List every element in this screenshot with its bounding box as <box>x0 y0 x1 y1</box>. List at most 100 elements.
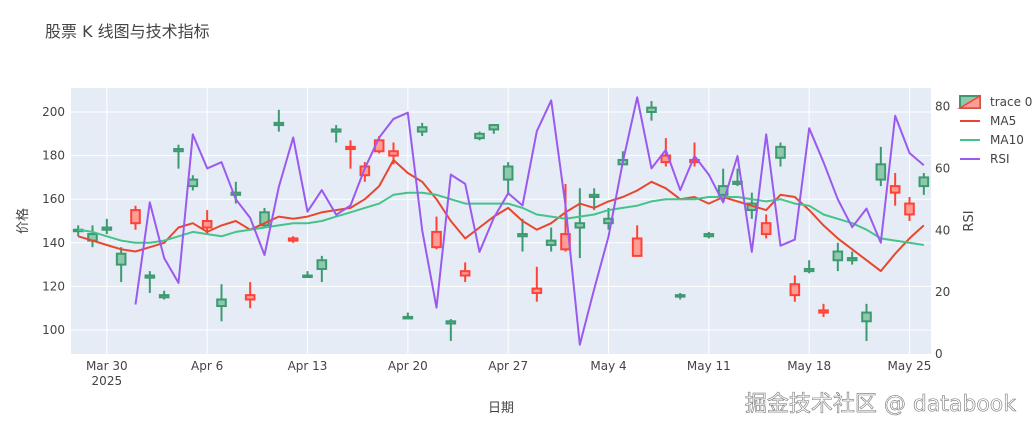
candle <box>517 218 528 252</box>
candle-body <box>760 222 772 236</box>
candle <box>846 251 858 265</box>
candle-body <box>875 163 887 181</box>
candle <box>216 284 227 322</box>
candle <box>416 122 428 136</box>
legend-label: RSI <box>990 152 1010 166</box>
candle-body <box>459 270 471 277</box>
candle <box>574 188 586 259</box>
candle-body <box>101 226 113 231</box>
legend-swatch <box>957 94 981 109</box>
legend-label: trace 0 <box>990 95 1032 109</box>
candle-body <box>832 250 844 262</box>
candle <box>316 255 328 283</box>
candle-body <box>388 150 399 157</box>
candle <box>201 210 213 235</box>
candle <box>502 162 514 195</box>
candle-body <box>818 309 829 314</box>
candle <box>474 131 485 141</box>
candle-body <box>488 124 500 131</box>
candle-body <box>531 287 543 294</box>
x-tick-label: Apr 13 <box>288 359 328 373</box>
y2-tick-label: 80 <box>935 100 950 114</box>
y-tick-label: 100 <box>42 323 65 337</box>
x-tick-label: Mar 30 2025 <box>86 359 128 388</box>
candle <box>918 173 930 195</box>
candle <box>875 146 887 187</box>
candle <box>273 109 285 132</box>
watermark: 掘金技术社区 @ databook <box>745 392 1016 417</box>
candle-body <box>330 128 342 133</box>
candle <box>646 101 657 121</box>
candle <box>345 140 356 169</box>
candle-body <box>889 185 901 194</box>
candle-body <box>474 132 485 140</box>
candle <box>588 188 600 211</box>
candle-body <box>316 259 328 270</box>
x-tick-label: May 4 <box>590 359 626 373</box>
candle-body <box>904 202 915 216</box>
candle-body <box>187 178 199 188</box>
y-tick-label: 200 <box>42 105 65 119</box>
candle-body <box>646 106 657 113</box>
candle-body <box>603 217 614 225</box>
candle-body <box>273 121 285 127</box>
legend-item[interactable]: RSI <box>960 152 1010 166</box>
candle <box>101 218 113 235</box>
candle-body <box>660 154 672 164</box>
candle <box>674 292 686 300</box>
candle-body <box>287 237 299 242</box>
candle-body <box>861 311 872 323</box>
candle <box>330 125 342 143</box>
candle-body <box>502 165 514 181</box>
candle-body <box>216 298 227 308</box>
candle-body <box>130 209 141 225</box>
y-tick-label: 160 <box>42 192 65 206</box>
y2-tick-label: 0 <box>935 347 943 361</box>
candle <box>531 266 543 302</box>
candle <box>445 319 457 341</box>
candle <box>244 282 256 309</box>
candle <box>130 205 141 230</box>
x-tick-label: Apr 6 <box>191 359 223 373</box>
candle <box>832 242 844 272</box>
candle-body <box>402 315 414 320</box>
candle-body <box>173 148 184 153</box>
x-tick-label: May 25 <box>888 359 932 373</box>
x-axis-ticks: Mar 30 2025 Apr 6 Apr 13 Apr 20 Apr 27 May 4 Ma… <box>86 359 931 388</box>
series-layer <box>72 96 930 346</box>
candle-body <box>445 320 457 325</box>
candle <box>173 144 184 169</box>
y-axis-title: 价格 <box>15 208 31 234</box>
candle-body <box>517 233 528 238</box>
candle <box>775 142 786 167</box>
candle <box>115 247 127 283</box>
candle-body <box>115 252 127 266</box>
candle <box>861 303 872 341</box>
x-tick-label: May 11 <box>687 359 731 373</box>
candle-body <box>259 211 270 227</box>
candle <box>287 236 299 243</box>
y-axis-ticks: 100 120 140 160 180 200 <box>42 105 65 337</box>
y2-tick-label: 60 <box>935 161 950 175</box>
legend-item[interactable]: MA5 <box>960 114 1016 128</box>
candle-body <box>158 294 170 299</box>
y2-axis-title: RSI <box>962 210 977 231</box>
gridlines <box>71 88 931 354</box>
candle <box>889 173 901 206</box>
candle <box>431 216 442 250</box>
candle <box>302 271 313 279</box>
legend-item[interactable]: MA10 <box>960 133 1024 147</box>
legend-label: MA5 <box>990 114 1016 128</box>
candle-body <box>302 274 313 279</box>
legend[interactable]: trace 0 MA5 MA10 RSI <box>957 94 1032 166</box>
candle-body <box>775 145 786 159</box>
candle-body <box>201 220 213 229</box>
candle <box>631 225 643 257</box>
candle <box>603 207 614 230</box>
x-tick-label: Apr 20 <box>388 359 428 373</box>
legend-item[interactable]: trace 0 <box>957 94 1032 109</box>
candle-body <box>230 191 242 196</box>
x-axis-title: 日期 <box>488 401 514 416</box>
x-tick-label: May 18 <box>787 359 831 373</box>
